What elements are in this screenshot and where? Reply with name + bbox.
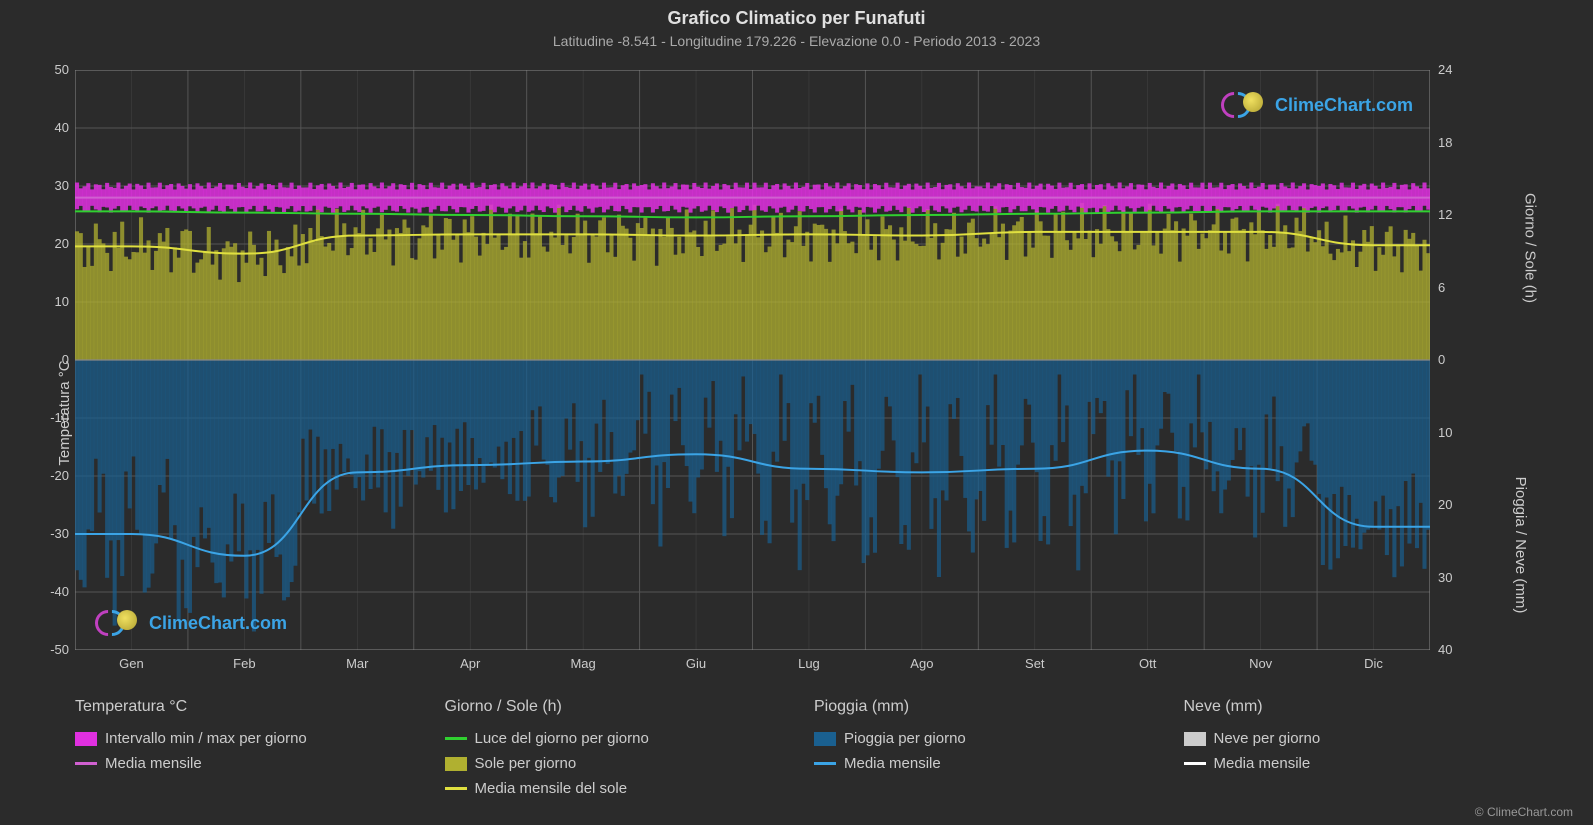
climechart-logo-icon: [1221, 92, 1269, 118]
x-tick: Set: [1025, 656, 1045, 671]
legend-label: Pioggia per giorno: [844, 730, 966, 747]
legend-column: Pioggia (mm) Pioggia per giorno Media mens…: [814, 698, 1184, 797]
legend-header: Temperatura °C: [75, 698, 445, 716]
y-right-top-tick: 0: [1438, 352, 1445, 367]
plot-area: [75, 70, 1430, 650]
plot-svg: [75, 70, 1430, 650]
y-right-bottom-tick: 40: [1438, 642, 1452, 657]
y-right-bottom-tick: 30: [1438, 570, 1452, 585]
y-left-tick: 50: [55, 62, 69, 77]
x-tick: Dic: [1364, 656, 1383, 671]
y-left-tick: -10: [50, 410, 69, 425]
x-tick: Nov: [1249, 656, 1272, 671]
y-axis-right-bottom-label: Pioggia / Neve (mm): [1512, 476, 1529, 613]
x-tick: Feb: [233, 656, 255, 671]
legend-item: Intervallo min / max per giorno: [75, 730, 445, 747]
legend-line-icon: [75, 762, 97, 765]
legend: Temperatura °C Intervallo min / max per g…: [75, 698, 1553, 797]
copyright: © ClimeChart.com: [1475, 805, 1573, 819]
y-left-tick: -20: [50, 468, 69, 483]
watermark-text: ClimeChart.com: [149, 613, 287, 634]
legend-column: Temperatura °C Intervallo min / max per g…: [75, 698, 445, 797]
watermark-bottom: ClimeChart.com: [95, 610, 287, 636]
watermark-top: ClimeChart.com: [1221, 92, 1413, 118]
watermark-text: ClimeChart.com: [1275, 95, 1413, 116]
legend-label: Media mensile: [105, 755, 202, 772]
y-left-tick: 10: [55, 294, 69, 309]
x-tick: Ago: [910, 656, 933, 671]
legend-swatch-icon: [814, 732, 836, 746]
chart-title: Grafico Climatico per Funafuti: [0, 0, 1593, 29]
y-left-tick: -50: [50, 642, 69, 657]
x-tick: Mag: [570, 656, 595, 671]
y-right-top-tick: 6: [1438, 280, 1445, 295]
legend-column: Giorno / Sole (h) Luce del giorno per gio…: [445, 698, 815, 797]
climechart-logo-icon: [95, 610, 143, 636]
legend-label: Neve per giorno: [1214, 730, 1321, 747]
legend-column: Neve (mm) Neve per giorno Media mensile: [1184, 698, 1554, 797]
x-tick: Ott: [1139, 656, 1156, 671]
y-left-tick: -40: [50, 584, 69, 599]
legend-label: Media mensile del sole: [475, 780, 628, 797]
legend-item: Media mensile: [814, 755, 1184, 772]
legend-line-icon: [445, 737, 467, 740]
legend-item: Media mensile del sole: [445, 780, 815, 797]
legend-item: Media mensile: [75, 755, 445, 772]
legend-label: Media mensile: [1214, 755, 1311, 772]
legend-item: Luce del giorno per giorno: [445, 730, 815, 747]
legend-item: Pioggia per giorno: [814, 730, 1184, 747]
legend-label: Sole per giorno: [475, 755, 577, 772]
y-right-top-tick: 18: [1438, 135, 1452, 150]
legend-swatch-icon: [1184, 732, 1206, 746]
y-right-bottom-tick: 20: [1438, 497, 1452, 512]
chart-container: Grafico Climatico per Funafuti Latitudin…: [0, 0, 1593, 825]
y-right-bottom-tick: 10: [1438, 425, 1452, 440]
x-tick: Apr: [460, 656, 480, 671]
legend-label: Luce del giorno per giorno: [475, 730, 649, 747]
y-left-tick: 30: [55, 178, 69, 193]
legend-swatch-icon: [75, 732, 97, 746]
y-right-top-tick: 24: [1438, 62, 1452, 77]
legend-swatch-icon: [445, 757, 467, 771]
x-tick: Mar: [346, 656, 368, 671]
x-tick: Gen: [119, 656, 144, 671]
y-left-tick: -30: [50, 526, 69, 541]
y-left-tick: 20: [55, 236, 69, 251]
legend-label: Media mensile: [844, 755, 941, 772]
legend-header: Pioggia (mm): [814, 698, 1184, 716]
chart-subtitle: Latitudine -8.541 - Longitudine 179.226 …: [0, 29, 1593, 49]
legend-header: Neve (mm): [1184, 698, 1554, 716]
legend-line-icon: [814, 762, 836, 765]
legend-item: Neve per giorno: [1184, 730, 1554, 747]
legend-item: Media mensile: [1184, 755, 1554, 772]
y-left-tick: 40: [55, 120, 69, 135]
y-axis-right-top-label: Giorno / Sole (h): [1521, 192, 1538, 302]
x-tick: Giu: [686, 656, 706, 671]
x-tick: Lug: [798, 656, 820, 671]
legend-line-icon: [445, 787, 467, 790]
legend-line-icon: [1184, 762, 1206, 765]
legend-label: Intervallo min / max per giorno: [105, 730, 307, 747]
legend-item: Sole per giorno: [445, 755, 815, 772]
legend-header: Giorno / Sole (h): [445, 698, 815, 716]
y-left-tick: 0: [62, 352, 69, 367]
y-right-top-tick: 12: [1438, 207, 1452, 222]
